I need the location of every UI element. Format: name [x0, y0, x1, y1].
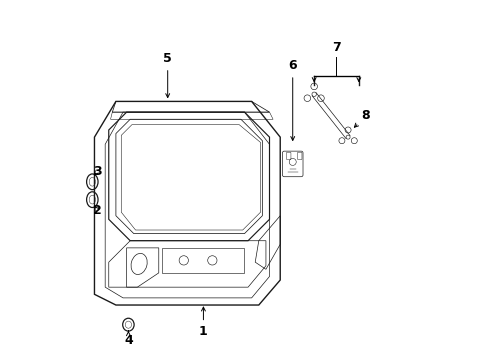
- Text: 6: 6: [288, 59, 296, 140]
- Text: 3: 3: [93, 165, 102, 177]
- Text: 1: 1: [199, 307, 207, 338]
- Text: 4: 4: [124, 331, 133, 347]
- Text: 2: 2: [93, 204, 102, 217]
- Text: 5: 5: [163, 52, 172, 98]
- Text: 8: 8: [354, 109, 369, 127]
- Text: 7: 7: [331, 41, 340, 54]
